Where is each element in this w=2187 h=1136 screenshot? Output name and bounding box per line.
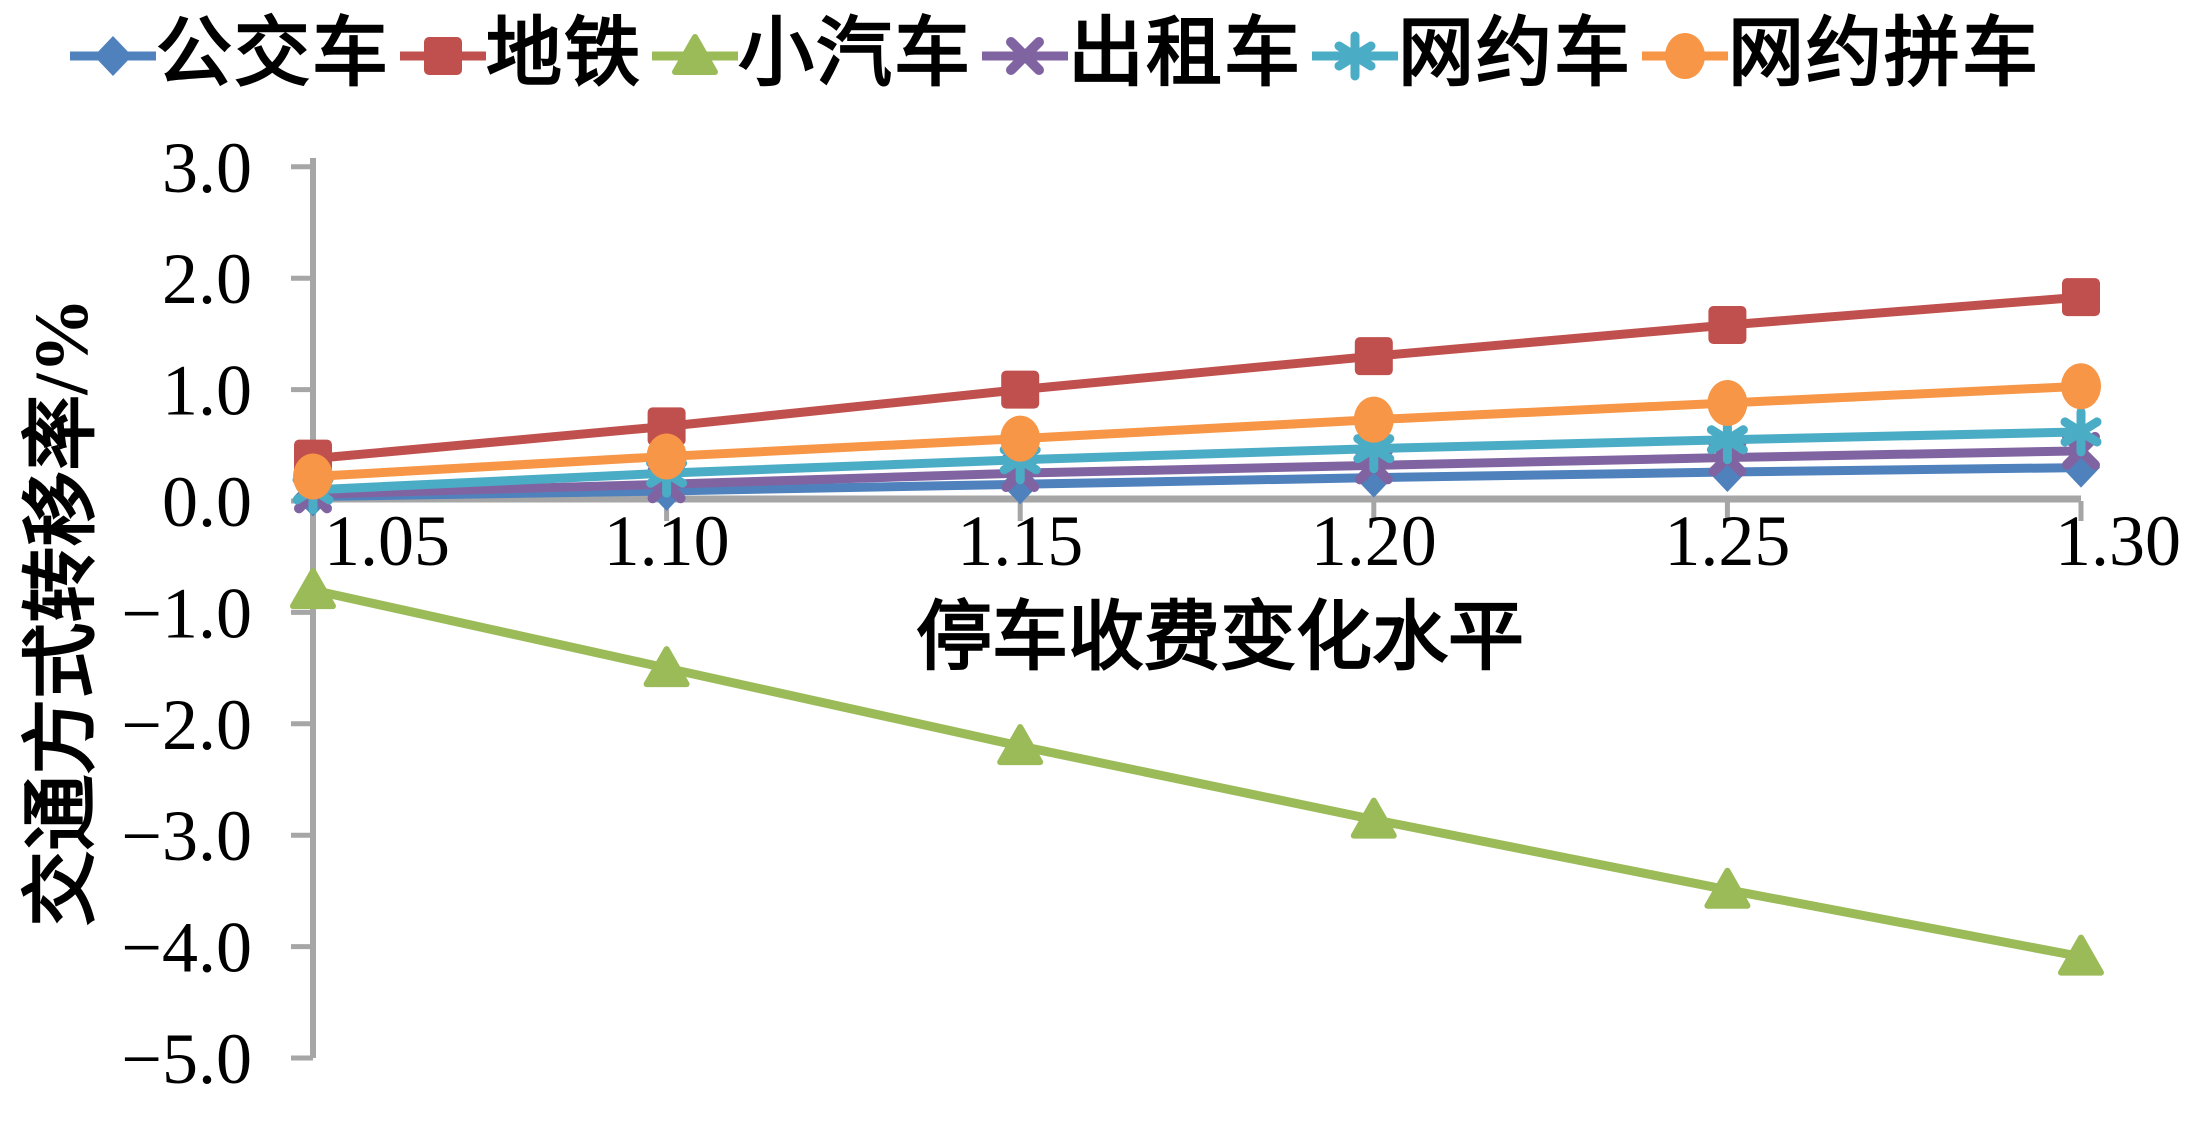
- triangle-marker: [2058, 934, 2104, 976]
- legend-item-ride-hailing: 网约车: [1312, 6, 1632, 102]
- asterisk-marker: [1334, 31, 1376, 81]
- circle-marker: [646, 433, 687, 480]
- series-line-ride-hailing: [308, 427, 2086, 495]
- x-tick-label: 1.10: [604, 501, 730, 581]
- circle-marker: [1707, 379, 1748, 426]
- x-tick-label: 1.30: [2055, 501, 2181, 581]
- series-line-bus: [308, 463, 2086, 502]
- y-tick-label: 1.0: [162, 351, 252, 431]
- y-tick-label: 3.0: [162, 128, 252, 208]
- circle-marker: [1353, 396, 1394, 443]
- legend-label-subway: 地铁: [486, 12, 642, 96]
- legend-item-ride-hailing-carpool: 网约拼车: [1642, 6, 2040, 102]
- y-axis-title: 交通方式转移率/%: [20, 297, 104, 927]
- series-markers-subway: [294, 278, 2100, 478]
- y-tick-label: −3.0: [121, 796, 252, 876]
- legend-key-asterisk-icon: [1312, 31, 1398, 81]
- y-tick-label: −1.0: [121, 573, 252, 653]
- series-line-ride-hailing-carpool: [308, 381, 2086, 481]
- legend-label-taxi: 出租车: [1068, 12, 1302, 96]
- circle-marker: [293, 453, 333, 500]
- legend-label-bus: 公交车: [156, 12, 390, 96]
- triangle-marker: [1704, 867, 1751, 909]
- legend-item-subway: 地铁: [400, 6, 642, 102]
- legend: 公交车 地铁 小汽车 出租车 网约车 网约拼车: [70, 6, 2040, 102]
- legend-label-ride-hailing-carpool: 网约拼车: [1728, 12, 2040, 96]
- square-marker: [1708, 305, 1747, 344]
- legend-item-bus: 公交车: [70, 6, 390, 102]
- legend-key-x-icon: [982, 37, 1068, 75]
- series-line-taxi: [308, 446, 2086, 499]
- series-markers-private-car: [290, 568, 2104, 976]
- triangle-marker: [290, 568, 336, 610]
- square-marker: [2062, 278, 2100, 317]
- y-tick-label: 0.0: [162, 462, 252, 542]
- triangle-marker: [997, 724, 1044, 766]
- square-marker: [647, 407, 686, 446]
- diamond-marker: [94, 36, 132, 76]
- x-tick-label: 1.20: [1311, 501, 1437, 581]
- legend-label-ride-hailing: 网约车: [1398, 12, 1632, 96]
- y-tick-label: −2.0: [121, 685, 252, 765]
- legend-key-diamond-icon: [70, 36, 156, 76]
- legend-key-square-icon: [400, 37, 486, 75]
- triangle-marker: [643, 646, 690, 688]
- circle-marker: [1665, 33, 1705, 79]
- legend-item-private-car: 小汽车: [652, 6, 972, 102]
- square-marker: [424, 37, 462, 75]
- circle-marker: [2061, 363, 2101, 410]
- legend-key-triangle-icon: [652, 34, 738, 75]
- square-marker: [1354, 337, 1393, 376]
- x-tick-label: 1.25: [1664, 501, 1790, 581]
- y-tick-label: 2.0: [162, 239, 252, 319]
- x-tick-label: 1.15: [957, 501, 1083, 581]
- circle-marker: [1000, 415, 1041, 462]
- square-marker: [1001, 370, 1040, 409]
- x-axis-title: 停车收费变化水平: [916, 596, 1524, 680]
- triangle-marker: [672, 34, 718, 75]
- legend-label-private-car: 小汽车: [738, 12, 972, 96]
- x-marker: [1006, 37, 1044, 75]
- series-line-private-car: [308, 585, 2086, 962]
- y-tick-label: −4.0: [121, 908, 252, 988]
- y-tick-label: −5.0: [121, 1019, 252, 1099]
- legend-key-circle-icon: [1642, 33, 1728, 79]
- series-markers-ride-hailing-carpool: [293, 363, 2101, 500]
- legend-item-taxi: 出租车: [982, 6, 1302, 102]
- asterisk-marker: [1706, 415, 1748, 465]
- x-tick-label: 1.05: [324, 501, 450, 581]
- asterisk-marker: [2060, 407, 2102, 457]
- triangle-marker: [1350, 797, 1397, 839]
- series-line-subway: [308, 292, 2086, 464]
